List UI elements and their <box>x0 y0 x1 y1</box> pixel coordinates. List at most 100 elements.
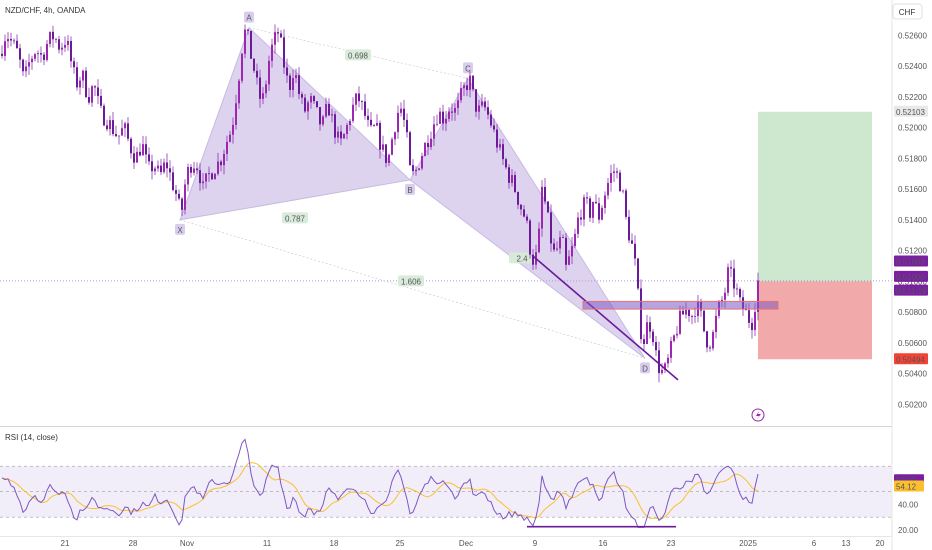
candle-body <box>454 107 456 113</box>
pattern-point-badge[interactable] <box>640 362 650 374</box>
price-tick-label: 0.50600 <box>898 339 927 348</box>
candle-body <box>382 144 384 150</box>
candle-body <box>43 54 45 60</box>
candle-body <box>646 322 648 345</box>
pattern-point-label[interactable]: B <box>407 186 412 195</box>
drawings[interactable] <box>531 254 779 381</box>
candle-body <box>79 80 81 88</box>
candle-body <box>694 316 696 317</box>
candle-body <box>298 75 300 95</box>
currency-label[interactable]: CHF <box>899 8 916 17</box>
candles <box>1 24 759 383</box>
candle-body <box>436 123 438 125</box>
candle-body <box>724 292 726 300</box>
candle-body <box>496 129 498 148</box>
pattern-ratio-badge[interactable] <box>509 252 535 264</box>
candle-body <box>457 100 459 108</box>
candle-body <box>691 315 693 317</box>
candle-body <box>442 111 444 124</box>
candle-body <box>280 33 282 38</box>
pattern-ratio-label[interactable]: 1.606 <box>401 277 422 286</box>
candle-body <box>451 111 453 113</box>
candle-body <box>346 125 348 135</box>
time-tick-label: 20 <box>876 539 885 548</box>
candle-body <box>271 44 273 61</box>
candle-body <box>463 85 465 89</box>
pattern-ratio-badge[interactable] <box>398 275 424 287</box>
candle-body <box>205 173 207 182</box>
pattern-point-badge[interactable] <box>244 11 254 23</box>
candle-body <box>292 78 294 90</box>
candle-body <box>586 197 588 199</box>
time-tick-label: 9 <box>533 539 538 548</box>
pattern-point-badge[interactable] <box>175 223 185 235</box>
pattern-ratio-label[interactable]: 0.787 <box>285 214 306 223</box>
candle-body <box>304 97 306 112</box>
candle-body <box>610 173 612 183</box>
pattern-point-label[interactable]: C <box>465 64 471 73</box>
candle-body <box>172 172 174 191</box>
candle-body <box>514 175 516 192</box>
price-tick-label: 0.50400 <box>898 370 927 379</box>
candle-body <box>730 267 732 269</box>
candle-body <box>706 331 708 348</box>
pattern-point-label[interactable]: A <box>246 14 252 23</box>
rsi-label[interactable]: RSI (14, close) <box>5 433 58 442</box>
price-tick-label: 0.52200 <box>898 93 927 102</box>
candle-body <box>226 141 228 154</box>
price-badge-stop <box>894 353 928 365</box>
candle-body <box>268 60 270 85</box>
candle-body <box>145 144 147 155</box>
candle-body <box>376 122 378 126</box>
candle-body <box>52 31 54 40</box>
candle-body <box>601 207 603 220</box>
candle-body <box>370 119 372 126</box>
candle-body <box>676 333 678 336</box>
candle-body <box>22 59 24 72</box>
candle-body <box>388 154 390 163</box>
candle-body <box>256 70 258 78</box>
candle-body <box>139 151 141 156</box>
candle-body <box>106 125 108 130</box>
symbol-label[interactable]: NZD/CHF, 4h, OANDA <box>5 6 86 15</box>
pattern-ratio-label[interactable]: 2.4 <box>516 254 528 263</box>
price-tick-label: 0.51600 <box>898 185 927 194</box>
pattern-point-badge[interactable] <box>405 183 415 195</box>
pattern-point-label[interactable]: D <box>642 364 648 373</box>
candle-body <box>613 171 615 174</box>
candle-body <box>349 120 351 126</box>
candle-body <box>136 151 138 163</box>
price-tick-label: 0.51400 <box>898 216 927 225</box>
candle-body <box>76 67 78 88</box>
loss-zone[interactable] <box>758 281 872 360</box>
candle-body <box>61 47 63 50</box>
candle-body <box>424 143 426 156</box>
candle-body <box>55 39 57 40</box>
candle-body <box>325 104 327 117</box>
price-badge-countdown <box>894 284 928 296</box>
candle-body <box>652 331 654 343</box>
candle-body <box>616 171 618 173</box>
profit-zone[interactable] <box>758 111 872 282</box>
pattern-point-badge[interactable] <box>463 62 473 74</box>
position-tool[interactable] <box>0 111 892 360</box>
time-tick-label: 13 <box>842 539 851 548</box>
currency-box[interactable] <box>892 3 923 20</box>
candle-body <box>538 228 540 253</box>
pattern-ratio-label[interactable]: 0.698 <box>348 51 369 60</box>
pattern-ratio-badge[interactable] <box>282 212 308 224</box>
candle-body <box>565 237 567 265</box>
candle-body <box>628 216 630 241</box>
pattern-ratio-badge[interactable] <box>345 49 371 61</box>
candle-body <box>523 209 525 217</box>
candle-body <box>439 111 441 124</box>
supply-demand-zone[interactable] <box>582 300 779 310</box>
trendline[interactable] <box>531 254 679 381</box>
candle-body <box>187 166 189 185</box>
pattern-point-label[interactable]: X <box>177 226 183 235</box>
price-badge-label: 0.52103 <box>896 108 925 117</box>
candle-body <box>739 289 741 298</box>
candle-body <box>577 217 579 234</box>
